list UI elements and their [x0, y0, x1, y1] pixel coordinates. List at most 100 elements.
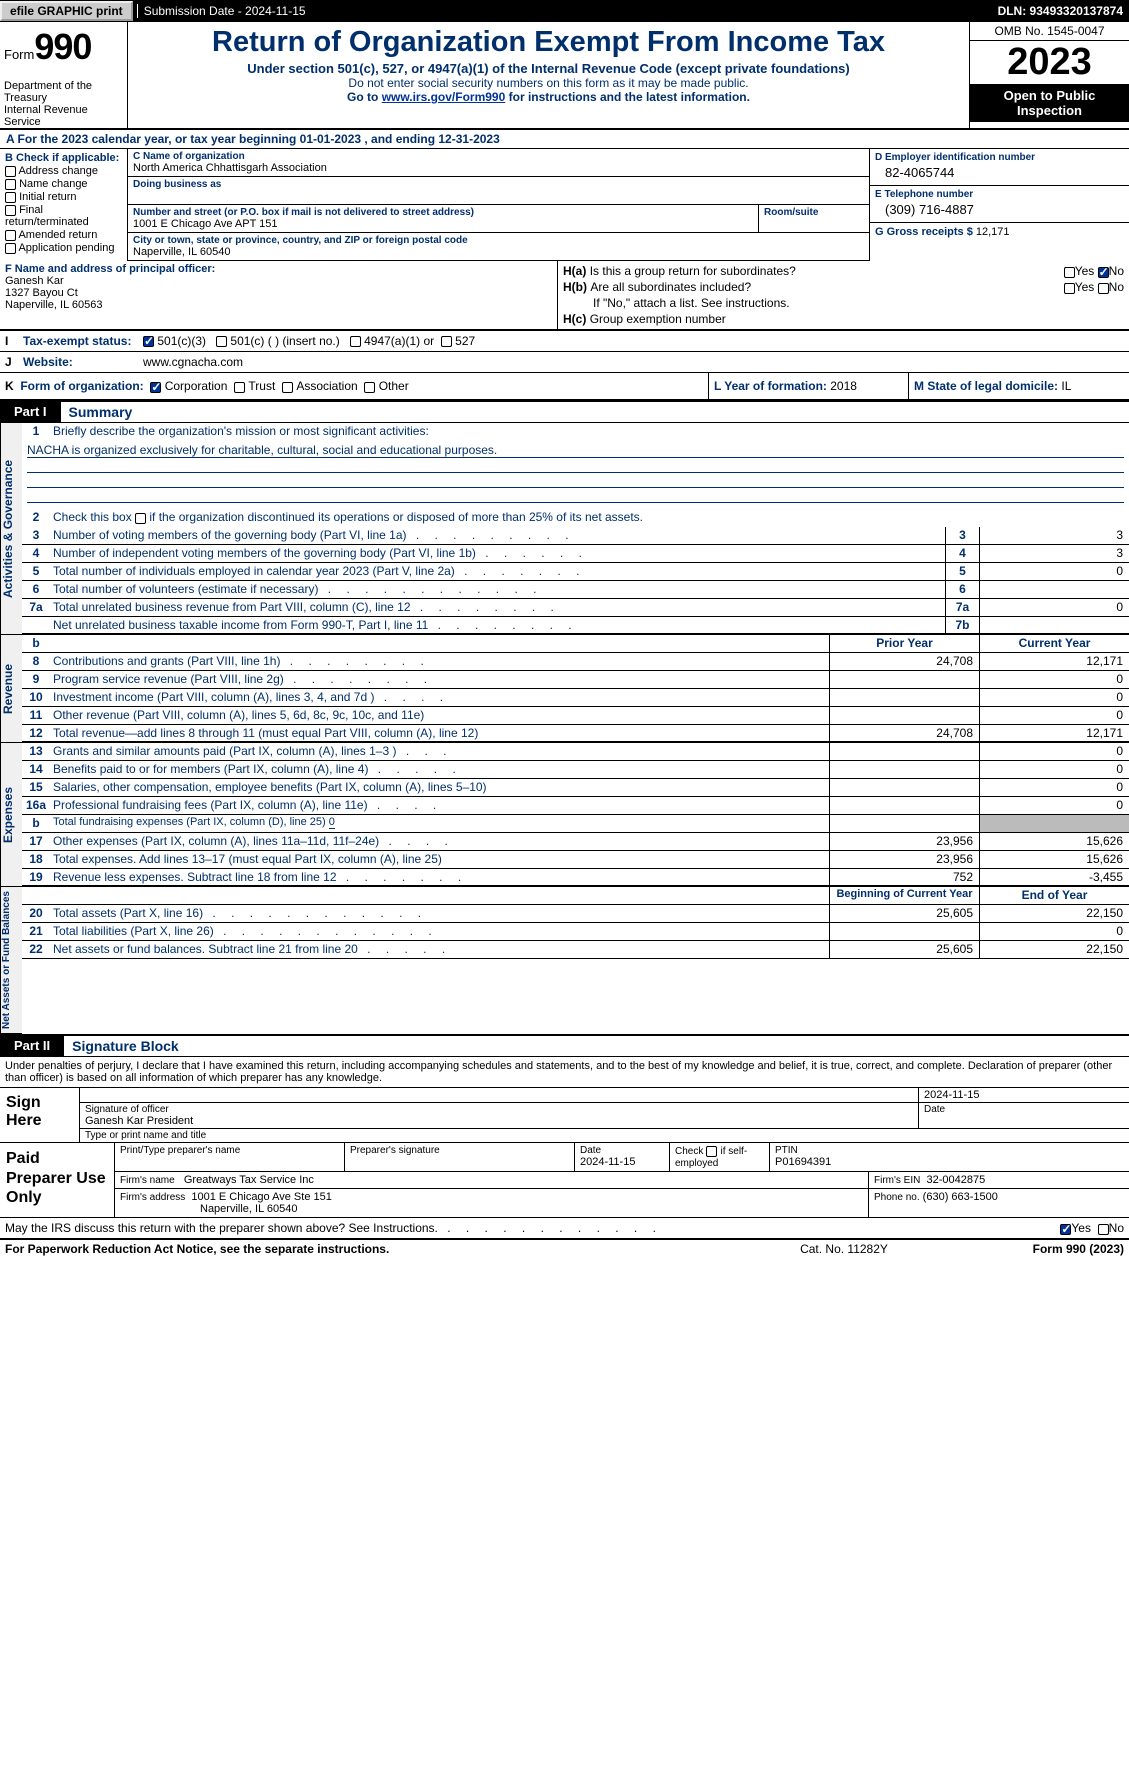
- hb-no[interactable]: [1098, 283, 1109, 294]
- cat-no: Cat. No. 11282Y: [744, 1242, 944, 1256]
- part2-tab: Part II: [0, 1036, 64, 1056]
- chk-501c3[interactable]: [143, 336, 154, 347]
- dba-row: Doing business as: [128, 177, 869, 205]
- revenue-section: Revenue b Prior Year Current Year 8 Cont…: [0, 635, 1129, 743]
- form-subtitle: Under section 501(c), 527, or 4947(a)(1)…: [136, 61, 961, 76]
- omb-number: OMB No. 1545-0047: [970, 22, 1129, 41]
- val-3: 3: [979, 527, 1129, 544]
- website-row: J Website: www.cgnacha.com: [0, 352, 1129, 373]
- header-left: Form990 Department of the Treasury Inter…: [0, 22, 128, 128]
- efile-print-button[interactable]: efile GRAPHIC print: [0, 1, 133, 21]
- side-netassets: Net Assets or Fund Balances: [0, 887, 22, 1034]
- chk-other[interactable]: [364, 382, 375, 393]
- top-bar: efile GRAPHIC print Submission Date - 20…: [0, 0, 1129, 22]
- tax-exempt-row: I Tax-exempt status: 501(c)(3) 501(c) ( …: [0, 330, 1129, 352]
- header-center: Return of Organization Exempt From Incom…: [128, 22, 969, 128]
- dln: DLN: 93493320137874: [998, 4, 1129, 18]
- box-deg: D Employer identification number 82-4065…: [869, 149, 1129, 261]
- val-4: 3: [979, 545, 1129, 562]
- chk-self-employed[interactable]: [706, 1146, 717, 1157]
- sign-here-block: Sign Here 2024-11-15 Signature of office…: [0, 1087, 1129, 1142]
- city: Naperville, IL 60540: [133, 246, 864, 258]
- box-b-label: B Check if applicable:: [5, 152, 122, 164]
- state-domicile: M State of legal domicile: IL: [909, 373, 1129, 399]
- firm-phone: (630) 663-1500: [923, 1191, 998, 1203]
- box-c: C Name of organization North America Chh…: [128, 149, 869, 261]
- perjury-declaration: Under penalties of perjury, I declare th…: [0, 1057, 1129, 1087]
- may-no[interactable]: [1098, 1224, 1109, 1235]
- gross-row: G Gross receipts $ 12,171: [870, 223, 1129, 241]
- phone: (309) 716-4887: [875, 200, 1124, 219]
- department: Department of the Treasury Internal Reve…: [4, 80, 123, 128]
- form-title: Return of Organization Exempt From Incom…: [136, 26, 961, 59]
- val-5: 0: [979, 563, 1129, 580]
- year-formation: L Year of formation: 2018: [709, 373, 909, 399]
- ptin: P01694391: [775, 1156, 1124, 1168]
- netassets-section: Net Assets or Fund Balances Beginning of…: [0, 887, 1129, 1034]
- ein-row: D Employer identification number 82-4065…: [870, 149, 1129, 186]
- chk-amended[interactable]: [5, 230, 16, 241]
- klm-row: K Form of organization: Corporation Trus…: [0, 373, 1129, 400]
- org-name: North America Chhattisgarh Association: [133, 162, 864, 174]
- paperwork-notice: For Paperwork Reduction Act Notice, see …: [5, 1242, 744, 1256]
- paid-preparer-label: Paid Preparer Use Only: [0, 1143, 115, 1217]
- may-yes[interactable]: [1060, 1224, 1071, 1235]
- website-url: www.cgnacha.com: [143, 355, 243, 369]
- firm-addr1: 1001 E Chicago Ave Ste 151: [191, 1191, 331, 1203]
- part2-header: Part II Signature Block: [0, 1034, 1129, 1057]
- val-7b: [979, 617, 1129, 633]
- page-footer: For Paperwork Reduction Act Notice, see …: [0, 1240, 1129, 1258]
- val-7a: 0: [979, 599, 1129, 616]
- chk-527[interactable]: [441, 336, 452, 347]
- ein: 82-4065744: [875, 163, 1124, 182]
- submission-date: Submission Date - 2024-11-15: [137, 4, 312, 18]
- chk-app[interactable]: [5, 243, 16, 254]
- part1-title: Summary: [61, 402, 141, 422]
- org-name-row: C Name of organization North America Chh…: [128, 149, 869, 177]
- ha-no[interactable]: [1098, 267, 1109, 278]
- chk-corp[interactable]: [150, 382, 161, 393]
- goto-line: Go to www.irs.gov/Form990 for instructio…: [136, 90, 961, 104]
- chk-name[interactable]: [5, 179, 16, 190]
- form-header: Form990 Department of the Treasury Inter…: [0, 22, 1129, 130]
- chk-final[interactable]: [5, 205, 16, 216]
- form-id: Form 990 (2023): [944, 1242, 1124, 1256]
- phone-row: E Telephone number (309) 716-4887: [870, 186, 1129, 223]
- officer-signed: Ganesh Kar President: [85, 1115, 913, 1127]
- irs-link[interactable]: www.irs.gov/Form990: [382, 90, 506, 104]
- form-word: Form: [4, 47, 34, 62]
- street-row: Number and street (or P.O. box if mail i…: [128, 205, 869, 233]
- tax-year: 2023: [970, 41, 1129, 84]
- chk-initial[interactable]: [5, 192, 16, 203]
- chk-trust[interactable]: [234, 382, 245, 393]
- top-block: B Check if applicable: Address change Na…: [0, 149, 1129, 261]
- chk-address[interactable]: [5, 166, 16, 177]
- val-6: [979, 581, 1129, 598]
- may-discuss-row: May the IRS discuss this return with the…: [0, 1218, 1129, 1240]
- governance-section: Activities & Governance 1 Briefly descri…: [0, 423, 1129, 635]
- hdr-prior: Prior Year: [829, 635, 979, 652]
- street: 1001 E Chicago Ave APT 151: [133, 218, 753, 230]
- part2-title: Signature Block: [64, 1036, 187, 1056]
- city-row: City or town, state or province, country…: [128, 233, 869, 261]
- chk-4947[interactable]: [350, 336, 361, 347]
- chk-discontinued[interactable]: [135, 513, 146, 524]
- sign-here-label: Sign Here: [0, 1088, 80, 1142]
- mission-text: NACHA is organized exclusively for chari…: [27, 443, 1124, 458]
- hb-yes[interactable]: [1064, 283, 1075, 294]
- gross-receipts: 12,171: [976, 226, 1010, 238]
- side-expenses: Expenses: [0, 743, 22, 887]
- box-h: H(a) Is this a group return for subordin…: [558, 261, 1129, 329]
- side-governance: Activities & Governance: [0, 423, 22, 635]
- open-inspection: Open to Public Inspection: [970, 84, 1129, 122]
- firm-name: Greatways Tax Service Inc: [184, 1174, 314, 1186]
- chk-501c[interactable]: [216, 336, 227, 347]
- ha-yes[interactable]: [1064, 267, 1075, 278]
- officer-name: Ganesh Kar: [5, 275, 552, 287]
- section-a-bar: A For the 2023 calendar year, or tax yea…: [0, 130, 1129, 149]
- no-ssn-note: Do not enter social security numbers on …: [136, 76, 961, 90]
- form-number: 990: [34, 26, 91, 67]
- hdr-current: Current Year: [979, 635, 1129, 652]
- chk-assoc[interactable]: [282, 382, 293, 393]
- firm-addr2: Naperville, IL 60540: [120, 1203, 297, 1215]
